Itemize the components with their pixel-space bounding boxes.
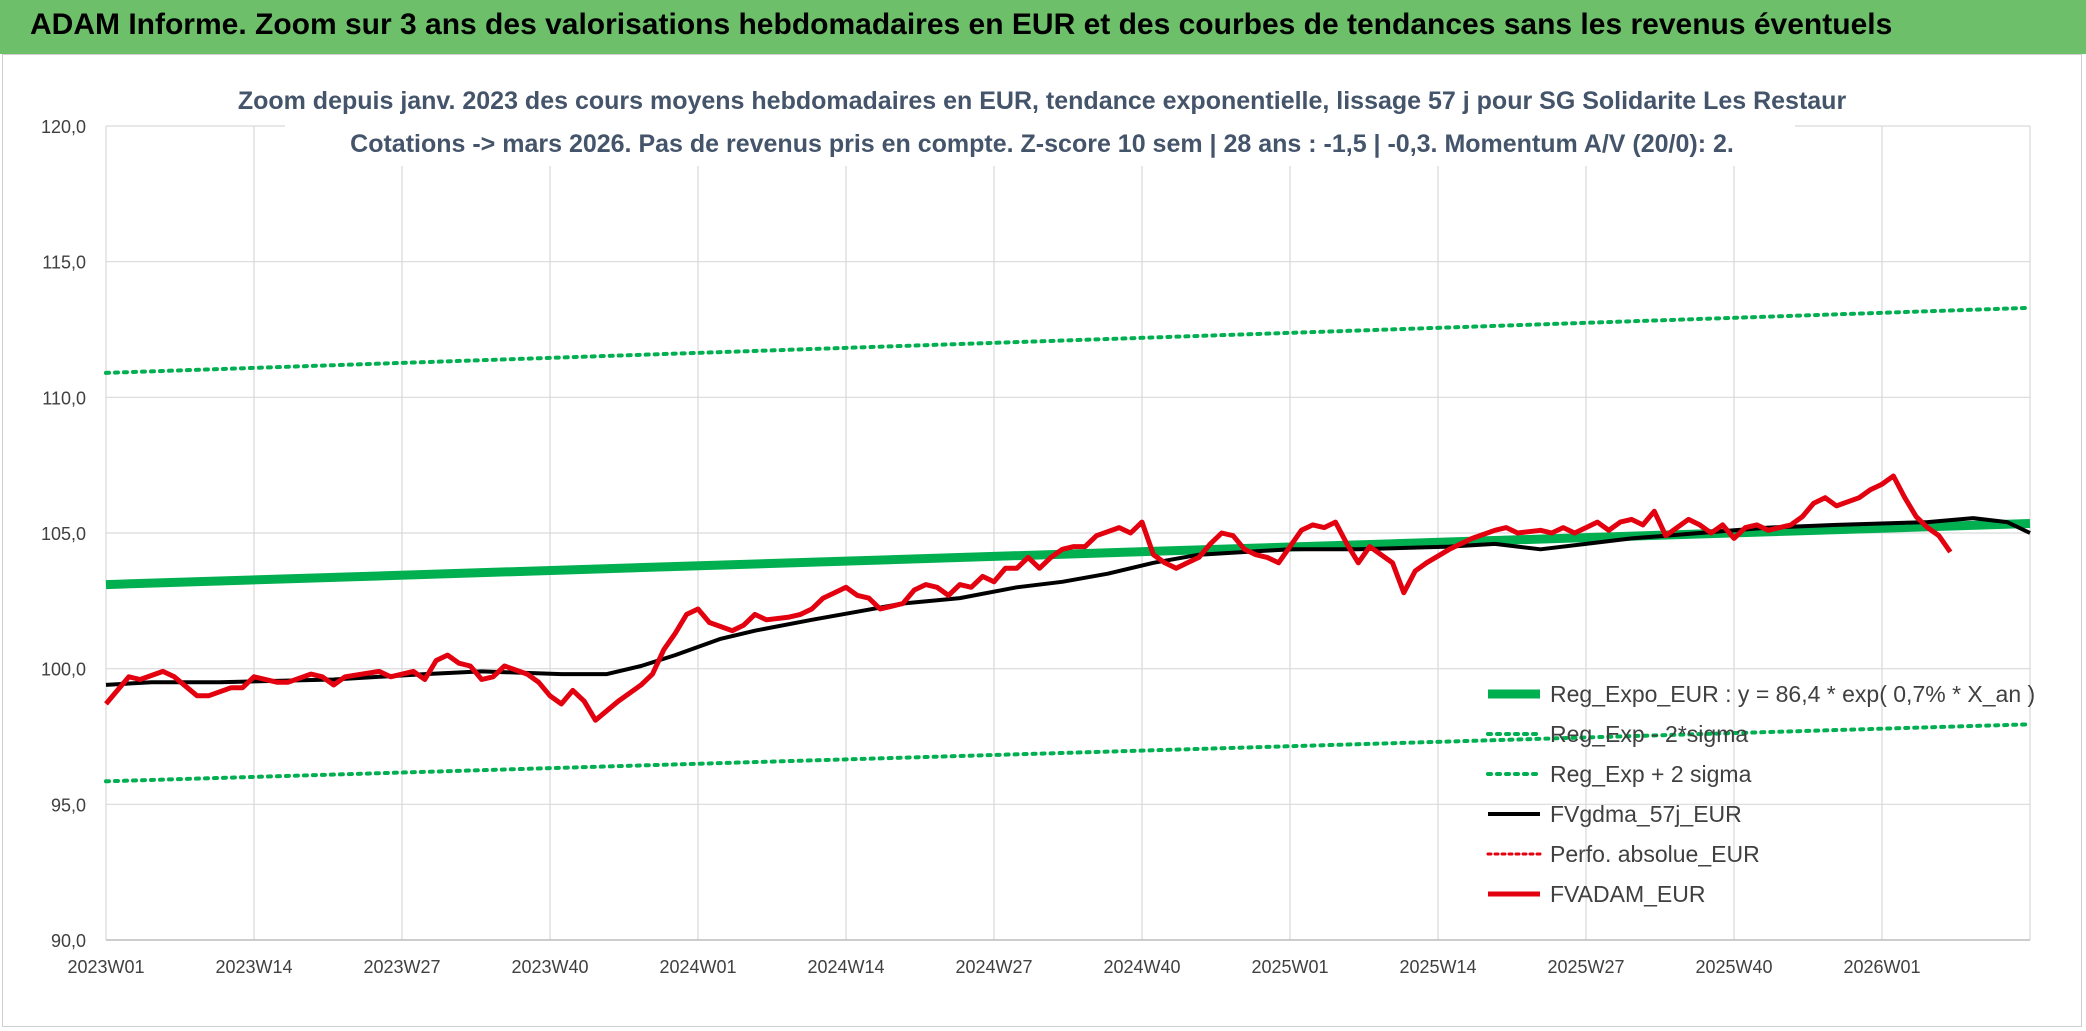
x-tick-label: 2024W01 bbox=[659, 957, 736, 977]
y-tick-label: 90,0 bbox=[51, 931, 86, 951]
series-line-5 bbox=[104, 473, 1953, 723]
legend-label-4: Perfo. absolue_EUR bbox=[1550, 841, 1760, 867]
x-tick-label: 2023W27 bbox=[363, 957, 440, 977]
y-tick-label: 115,0 bbox=[42, 253, 86, 273]
y-tick-label: 95,0 bbox=[51, 795, 86, 815]
x-tick-label: 2024W27 bbox=[955, 957, 1032, 977]
y-tick-label: 105,0 bbox=[41, 524, 86, 544]
series-line-3 bbox=[105, 516, 2031, 687]
x-tick-label: 2025W40 bbox=[1695, 957, 1772, 977]
y-tick-label: 100,0 bbox=[41, 660, 86, 680]
legend-label-2: Reg_Exp + 2 sigma bbox=[1550, 761, 1752, 787]
x-tick-label: 2025W14 bbox=[1399, 957, 1476, 977]
series-line-2 bbox=[104, 305, 2032, 375]
x-tick-label: 2024W40 bbox=[1103, 957, 1180, 977]
x-tick-label: 2023W14 bbox=[215, 957, 292, 977]
x-tick-label: 2023W01 bbox=[67, 957, 144, 977]
series-line-1 bbox=[104, 722, 2032, 784]
x-tick-label: 2023W40 bbox=[511, 957, 588, 977]
legend-label-3: FVgdma_57j_EUR bbox=[1550, 801, 1742, 827]
subtitle-line-2: Cotations -> mars 2026. Pas de revenus p… bbox=[350, 130, 1734, 158]
y-tick-label: 120,0 bbox=[41, 117, 86, 137]
header-bar: ADAM Informe. Zoom sur 3 ans des valoris… bbox=[0, 0, 2086, 54]
chart-frame bbox=[2, 54, 2082, 1027]
legend-label-5: FVADAM_EUR bbox=[1550, 881, 1706, 907]
x-tick-label: 2025W01 bbox=[1251, 957, 1328, 977]
x-axis-labels: 2023W01 2023W14 2023W27 2023W40 2024W01 2024W… bbox=[67, 957, 1920, 977]
x-tick-label: 2026W01 bbox=[1843, 957, 1920, 977]
legend-label-0: Reg_Expo_EUR : y = 86,4 * exp( 0,7% * X_… bbox=[1550, 681, 2035, 707]
header-title: ADAM Informe. Zoom sur 3 ans des valoris… bbox=[30, 8, 1893, 41]
y-tick-label: 110,0 bbox=[42, 388, 86, 408]
subtitle-line-1: Zoom depuis janv. 2023 des cours moyens … bbox=[238, 87, 1847, 115]
x-tick-label: 2024W14 bbox=[807, 957, 884, 977]
x-tick-label: 2025W27 bbox=[1547, 957, 1624, 977]
legend: Reg_Expo_EUR : y = 86,4 * exp( 0,7% * X_… bbox=[1486, 681, 2035, 907]
y-axis-labels: 90,0 95,0 100,0 105,0 110,0 115,0 120,0 bbox=[41, 117, 86, 951]
series-layer bbox=[104, 305, 2032, 784]
subtitle-background bbox=[285, 80, 1795, 166]
legend-label-1: Reg_Exp - 2*sigma bbox=[1550, 721, 1748, 747]
